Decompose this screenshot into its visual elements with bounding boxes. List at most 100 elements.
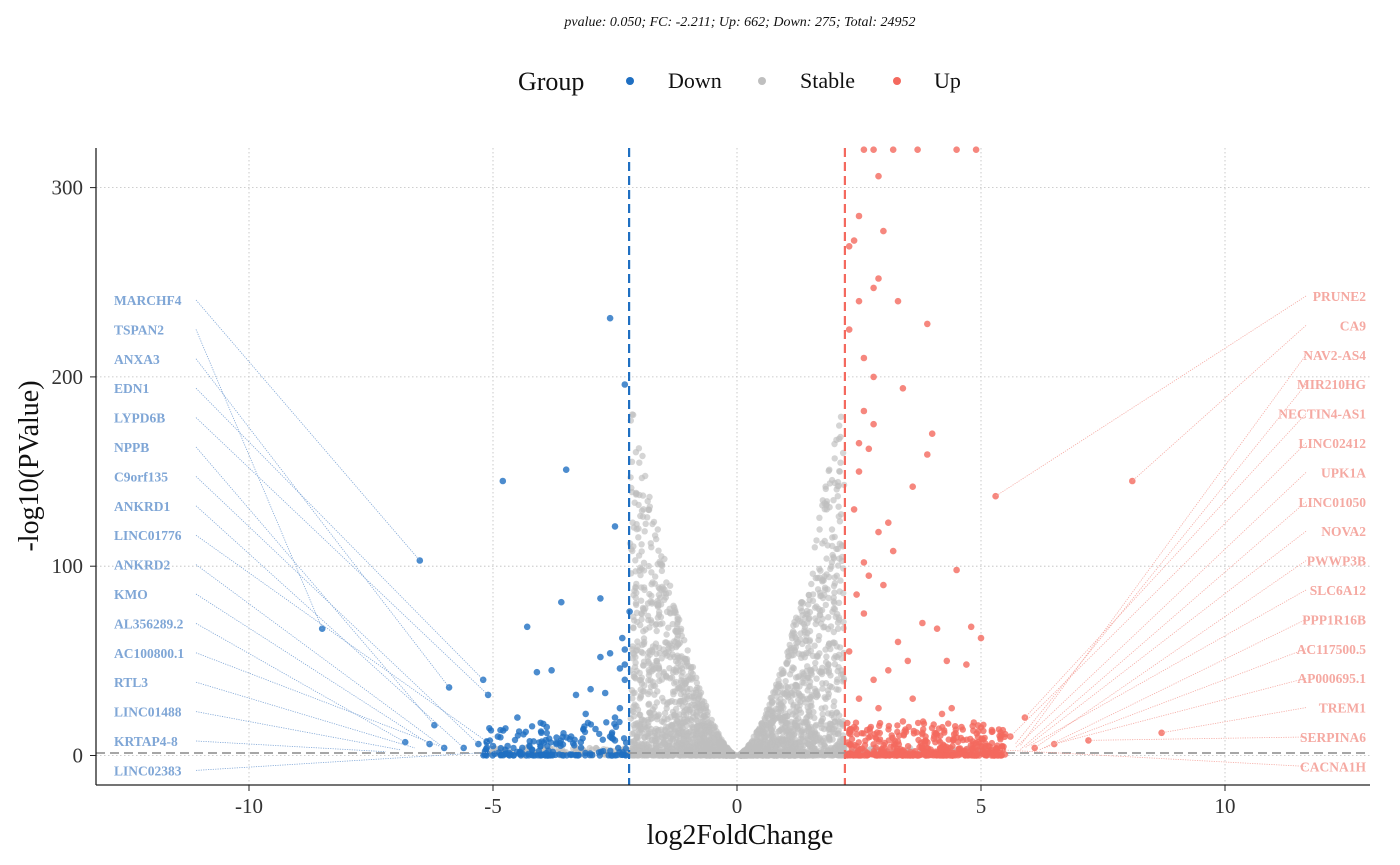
stable-point bbox=[830, 555, 838, 562]
down-point bbox=[574, 752, 582, 759]
up-point bbox=[914, 146, 921, 153]
stable-point bbox=[808, 671, 815, 678]
stable-point bbox=[811, 665, 819, 672]
stable-point bbox=[804, 629, 811, 637]
gene-label: ANXA3 bbox=[114, 352, 160, 367]
down-point bbox=[533, 668, 541, 676]
stable-point bbox=[687, 674, 694, 682]
legend-label-up: Up bbox=[934, 68, 961, 93]
stable-point bbox=[837, 459, 844, 466]
down-point bbox=[571, 736, 578, 743]
stable-point bbox=[653, 699, 661, 706]
down-point bbox=[528, 723, 536, 730]
leader-line bbox=[195, 593, 430, 745]
up-point bbox=[959, 726, 966, 733]
stable-point bbox=[652, 621, 659, 629]
up-point bbox=[876, 719, 884, 727]
leader-line bbox=[1024, 413, 1307, 718]
stable-point bbox=[832, 653, 839, 660]
stable-point bbox=[657, 601, 665, 608]
up-point bbox=[872, 751, 880, 758]
stable-point bbox=[713, 728, 720, 735]
stable-point bbox=[690, 729, 697, 736]
stable-point bbox=[814, 653, 821, 660]
stable-point bbox=[631, 499, 638, 506]
stable-point bbox=[786, 732, 793, 739]
down-point bbox=[579, 735, 586, 742]
stable-point bbox=[667, 714, 674, 721]
down-point bbox=[475, 740, 482, 748]
stable-point bbox=[652, 573, 659, 580]
stable-point bbox=[667, 654, 674, 661]
stable-point bbox=[831, 605, 839, 613]
down-point bbox=[603, 719, 610, 726]
stable-point bbox=[637, 676, 645, 684]
up-point bbox=[860, 354, 868, 362]
significant-points bbox=[318, 146, 1165, 759]
up-point bbox=[910, 730, 918, 737]
stable-point bbox=[825, 724, 833, 732]
gene-label: LINC02383 bbox=[114, 763, 182, 778]
gene-label: MIR210HG bbox=[1297, 377, 1366, 392]
stable-point bbox=[828, 476, 836, 484]
down-point bbox=[514, 714, 521, 721]
y-tick-label: 300 bbox=[52, 176, 84, 200]
stable-point bbox=[638, 541, 645, 548]
stable-point bbox=[834, 718, 842, 725]
stable-point bbox=[803, 610, 810, 618]
up-point bbox=[870, 741, 877, 748]
down-point bbox=[601, 689, 609, 697]
down-point bbox=[484, 691, 492, 699]
stable-point bbox=[636, 459, 643, 466]
down-point bbox=[606, 314, 614, 322]
up-point bbox=[870, 146, 877, 153]
up-point bbox=[928, 430, 936, 438]
up-point bbox=[919, 619, 926, 627]
stable-point bbox=[628, 458, 636, 465]
stable-point bbox=[834, 619, 842, 626]
leader-line bbox=[1088, 736, 1307, 741]
up-point bbox=[998, 745, 1005, 752]
gene-label: RTL3 bbox=[114, 675, 148, 690]
stable-point bbox=[683, 741, 690, 748]
leader-line bbox=[1161, 707, 1307, 734]
gene-label: AP000695.1 bbox=[1297, 671, 1366, 686]
stable-point bbox=[677, 697, 684, 705]
stable-point bbox=[838, 542, 846, 549]
stable-point bbox=[834, 493, 841, 500]
up-point bbox=[860, 146, 868, 153]
stable-point bbox=[815, 605, 822, 612]
up-point bbox=[855, 212, 863, 220]
stable-point bbox=[830, 497, 837, 504]
stable-point bbox=[768, 741, 775, 748]
stable-point bbox=[666, 582, 674, 589]
down-point bbox=[497, 734, 504, 741]
stable-point bbox=[658, 553, 665, 560]
up-point bbox=[899, 385, 907, 392]
up-point bbox=[969, 722, 976, 730]
stable-point bbox=[633, 526, 640, 533]
stable-point bbox=[632, 594, 639, 601]
stable-point bbox=[670, 688, 677, 695]
gene-label: LYPD6B bbox=[114, 411, 165, 426]
down-point bbox=[543, 729, 550, 737]
stable-point bbox=[721, 746, 729, 753]
up-point bbox=[938, 745, 945, 753]
gene-label: AC100800.1 bbox=[114, 646, 184, 661]
stable-point bbox=[830, 703, 837, 710]
stable-point bbox=[811, 642, 818, 649]
down-point bbox=[511, 736, 519, 744]
stable-point bbox=[654, 561, 661, 568]
down-point bbox=[608, 729, 616, 736]
stable-point bbox=[655, 547, 662, 554]
stable-point bbox=[800, 670, 807, 678]
stable-point bbox=[683, 658, 690, 665]
stable-point bbox=[685, 692, 693, 700]
stable-point bbox=[788, 748, 795, 755]
stable-point bbox=[640, 584, 648, 591]
down-point bbox=[445, 684, 453, 691]
up-point bbox=[949, 742, 956, 750]
leader-line bbox=[195, 751, 498, 771]
stable-point bbox=[833, 436, 840, 444]
